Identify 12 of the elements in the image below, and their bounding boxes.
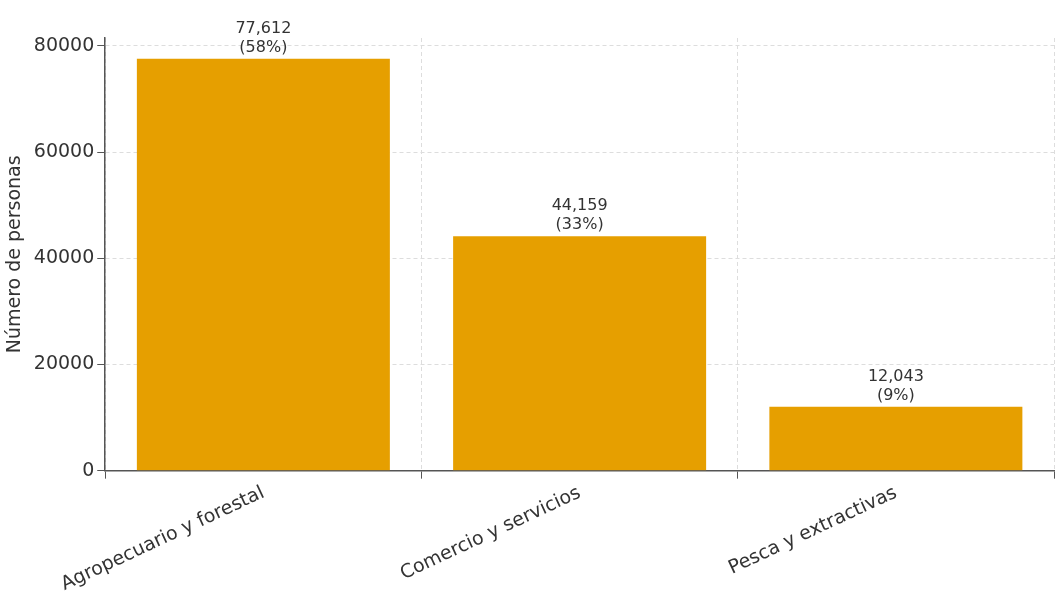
y-tick-label: 20000 (33, 351, 95, 374)
data-label: 44,159 (33%) (551, 195, 608, 234)
data-label: 12,043 (9%) (867, 365, 924, 404)
bar (769, 406, 1023, 471)
data-label: 77,612 (58%) (235, 17, 292, 56)
bar (453, 236, 707, 471)
y-tick-label: 80000 (33, 32, 95, 55)
y-tick-label: 0 (82, 457, 95, 480)
bar (136, 58, 390, 471)
y-tick-label: 40000 (33, 245, 95, 268)
y-tick-label: 60000 (33, 139, 95, 162)
y-axis-title: Número de personas (2, 155, 25, 354)
